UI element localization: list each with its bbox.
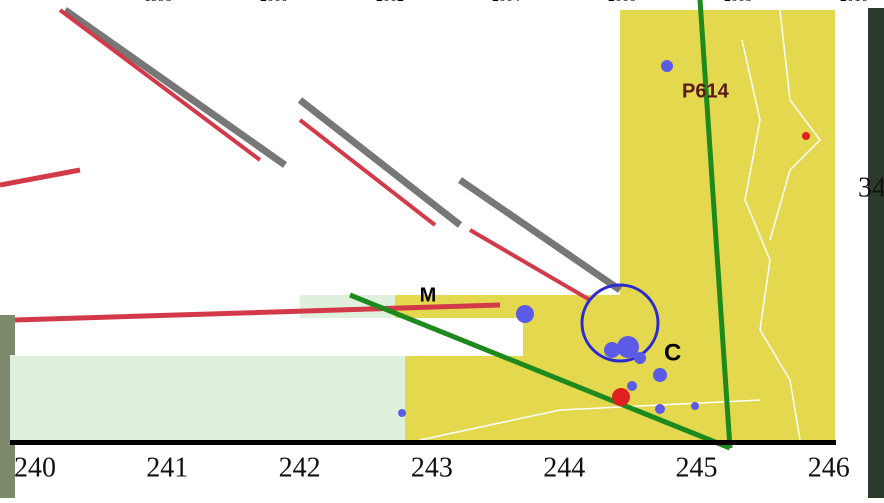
top-axis-label: 2004: [492, 0, 520, 5]
red-line: [58, 8, 592, 302]
gray-line: [62, 7, 622, 293]
x-tick-label: 242: [279, 452, 321, 483]
top-axis-label: 2002: [376, 0, 404, 5]
events: [398, 60, 699, 417]
x-tick-label: 244: [543, 452, 585, 483]
fault-line: [741, 39, 801, 441]
x-tick-label: 243: [411, 452, 453, 483]
fault-line: [769, 9, 821, 241]
green-line: [349, 0, 733, 451]
site-label: M: [420, 284, 437, 306]
blank-patch: [15, 318, 523, 356]
green-region: [10, 355, 405, 442]
red-line: [0, 167, 501, 323]
scale-bar: [10, 440, 836, 445]
circle-marker: [580, 283, 660, 363]
top-axis-label: 2000: [260, 0, 288, 5]
top-axis-label: 2006: [608, 0, 636, 5]
x-tick-label: 240: [14, 452, 56, 483]
event-red: [802, 132, 810, 140]
top-axis-label: 2010: [840, 0, 868, 5]
event-red: [612, 388, 630, 406]
top-axis-label: 1998: [144, 0, 172, 5]
station-label: P614: [682, 80, 730, 102]
y-tick-label: 34: [858, 172, 884, 203]
x-tick-label: 245: [676, 452, 718, 483]
top-axis-label: 2008: [724, 0, 752, 5]
site-label: C: [664, 339, 681, 366]
x-tick-label: 241: [146, 452, 188, 483]
x-tick-label: 246: [808, 452, 850, 483]
satellite-strip: [868, 8, 884, 498]
